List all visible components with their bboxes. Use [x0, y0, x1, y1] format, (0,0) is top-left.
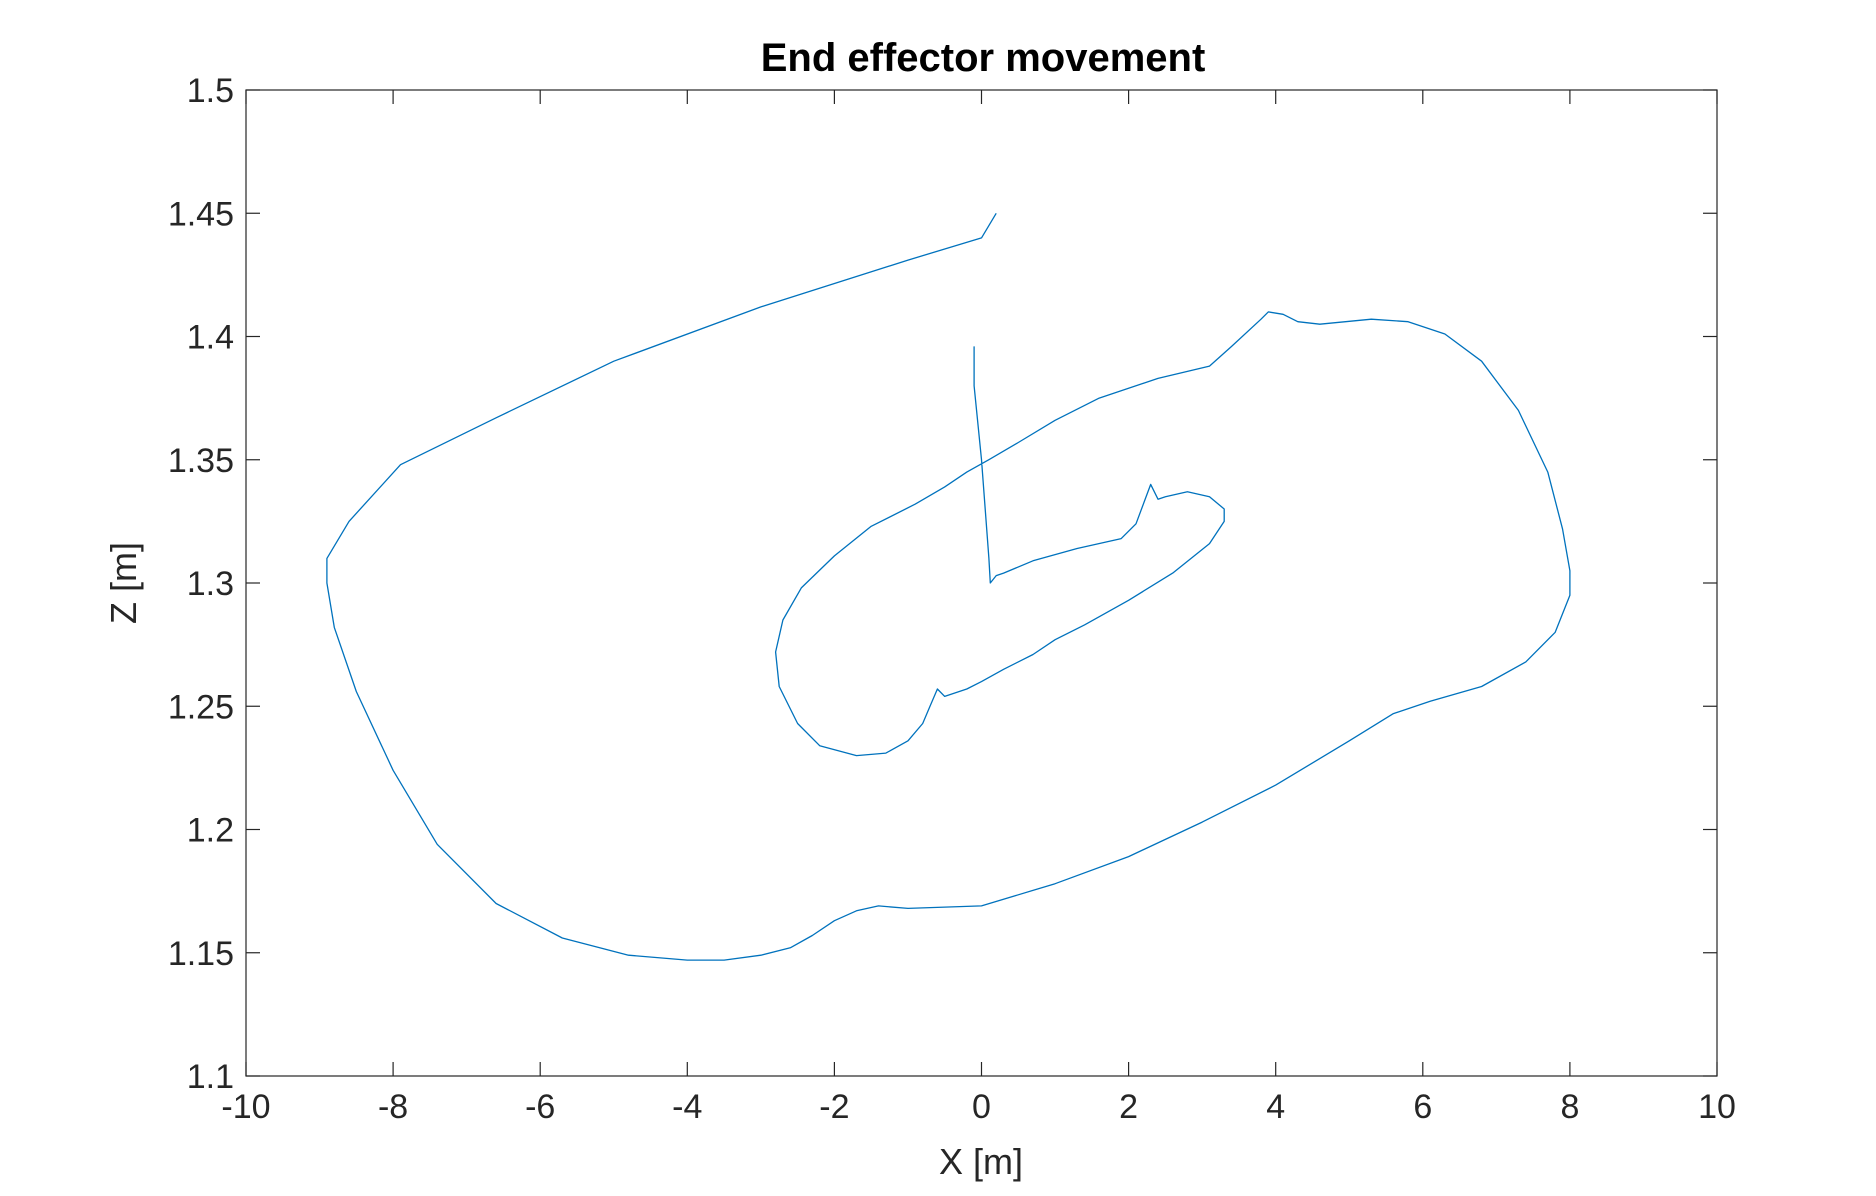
x-tick-label: 8 [1560, 1088, 1579, 1126]
x-tick-label: 2 [1119, 1088, 1138, 1126]
y-tick-label: 1.5 [187, 72, 234, 110]
chart-title: End effector movement [761, 36, 1206, 80]
x-tick-label: 0 [972, 1088, 991, 1126]
trajectory-line [326, 212, 1571, 961]
x-tick-label: -8 [378, 1088, 408, 1126]
y-axis: 1.1 1.15 1.2 1.25 1.3 1.35 1.4 1.45 1.5 [168, 72, 1717, 1096]
x-axis-label: X [m] [939, 1141, 1023, 1182]
x-tick-label: -4 [672, 1088, 702, 1126]
x-tick-label: 10 [1698, 1088, 1736, 1126]
x-tick-label: -6 [525, 1088, 555, 1126]
y-tick-label: 1.15 [168, 935, 234, 973]
y-tick-label: 1.35 [168, 442, 234, 480]
y-axis-label: Z [m] [103, 542, 144, 624]
y-tick-label: 1.1 [187, 1058, 234, 1096]
y-tick-label: 1.4 [187, 319, 234, 357]
y-tick-label: 1.2 [187, 812, 234, 850]
x-axis: -10 -8 -6 -4 -2 0 2 4 6 8 10 [221, 90, 1736, 1126]
plot-area [245, 89, 1718, 1077]
y-tick-label: 1.3 [187, 565, 234, 603]
x-tick-label: -10 [221, 1088, 270, 1126]
x-tick-label: 4 [1266, 1088, 1285, 1126]
y-tick-label: 1.25 [168, 688, 234, 726]
y-tick-label: 1.45 [168, 195, 234, 233]
x-tick-label: -2 [819, 1088, 849, 1126]
x-tick-label: 6 [1413, 1088, 1432, 1126]
